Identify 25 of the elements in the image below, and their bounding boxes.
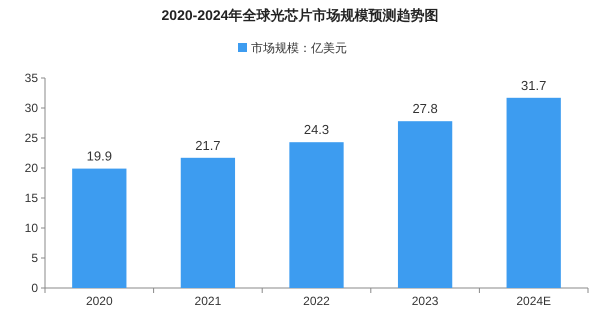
bar [289,142,344,288]
bar [72,168,126,288]
x-tick-label: 2022 [303,294,330,308]
chart-title: 2020-2024年全球光芯片市场规模预测趋势图 [162,7,438,23]
data-label: 19.9 [86,148,112,164]
bar [180,158,236,288]
y-tick-label: 25 [24,131,38,145]
x-tick-label: 2023 [412,294,439,308]
y-tick-label: 30 [24,101,38,115]
bar [398,121,452,288]
y-tick-label: 15 [24,191,38,205]
legend-label: 市场规模：亿美元 [251,41,347,55]
data-label: 31.7 [521,78,546,93]
x-tick-label: 2021 [194,294,222,308]
y-tick-label: 35 [24,71,38,85]
data-label: 21.7 [195,138,221,153]
x-tick-label: 2020 [86,294,113,308]
y-tick-label: 20 [24,161,38,175]
y-tick-label: 5 [31,251,38,265]
bar [506,98,561,288]
data-label: 27.8 [412,101,438,116]
y-tick-label: 0 [31,281,38,295]
data-label: 24.3 [304,122,330,138]
x-tick-label: 2024E [516,294,552,308]
y-tick-label: 10 [24,221,38,235]
